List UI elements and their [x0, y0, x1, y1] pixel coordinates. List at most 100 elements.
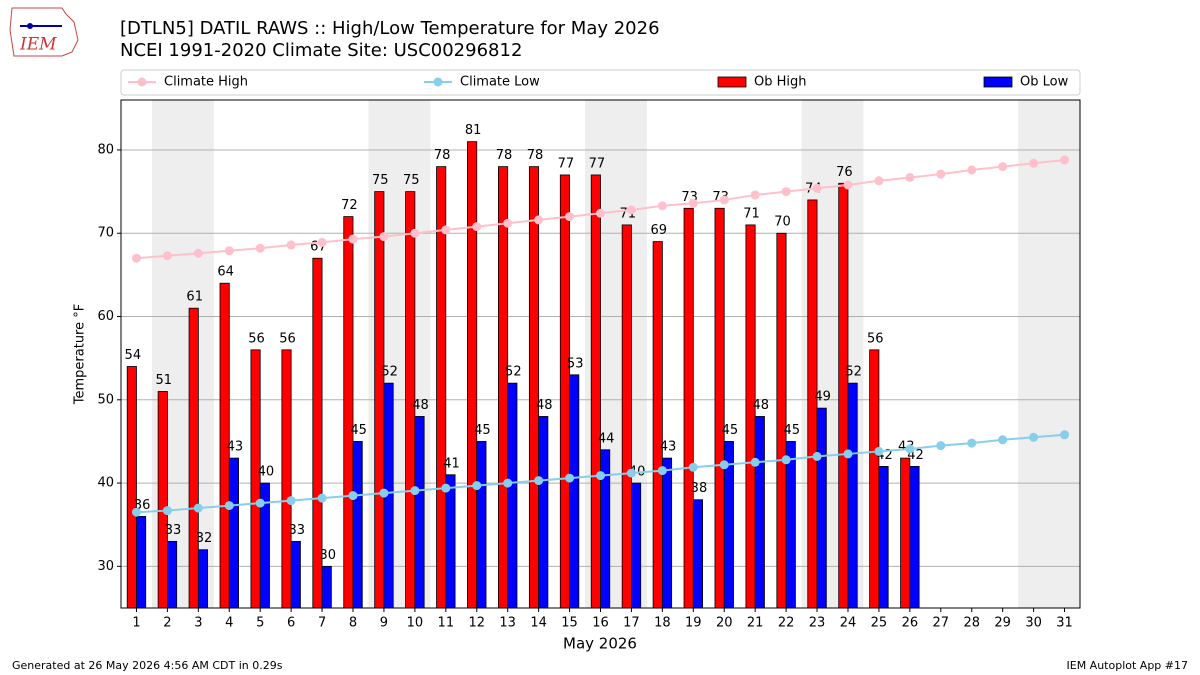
x-tick-label: 22	[778, 616, 795, 631]
x-tick-label: 13	[499, 616, 516, 631]
bar	[476, 441, 487, 609]
point	[750, 190, 760, 200]
weekend-band	[1018, 100, 1080, 608]
bar	[816, 407, 827, 609]
value-label: 48	[753, 398, 770, 413]
bar	[157, 391, 168, 609]
value-label: 33	[289, 523, 306, 538]
value-label: 70	[774, 215, 791, 230]
bar	[136, 515, 147, 609]
bar	[507, 382, 518, 609]
x-tick-label: 25	[871, 616, 888, 631]
x-axis-label: May 2026	[563, 635, 637, 653]
legend-swatch	[983, 76, 1013, 88]
bar	[714, 207, 725, 609]
value-label: 30	[319, 548, 336, 563]
point	[1029, 158, 1039, 168]
value-label: 45	[722, 423, 739, 438]
point	[905, 444, 915, 454]
point	[719, 460, 729, 470]
point	[379, 488, 389, 498]
x-tick-label: 7	[318, 616, 326, 631]
x-tick-label: 2	[163, 616, 171, 631]
x-tick-label: 30	[1025, 616, 1042, 631]
bar	[785, 441, 796, 609]
point	[286, 496, 296, 506]
point	[626, 468, 636, 478]
legend-label: Ob High	[754, 75, 807, 90]
value-label: 45	[350, 423, 367, 438]
y-axis-label: Temperature °F	[73, 304, 88, 405]
chart-title: [DTLN5] DATIL RAWS :: High/Low Temperatu…	[120, 18, 660, 39]
bar	[754, 416, 765, 609]
x-tick-label: 14	[530, 616, 547, 631]
value-label: 43	[660, 440, 677, 455]
point	[162, 506, 172, 516]
point	[719, 195, 729, 205]
point	[812, 183, 822, 193]
bar	[900, 457, 911, 609]
y-tick-label: 70	[97, 226, 114, 241]
point	[193, 248, 203, 258]
bar	[745, 224, 756, 609]
point	[967, 165, 977, 175]
legend-label: Climate Low	[460, 75, 540, 90]
point	[596, 208, 605, 218]
x-tick-label: 12	[468, 616, 485, 631]
value-label: 78	[496, 148, 513, 163]
point	[286, 240, 296, 250]
point	[596, 471, 605, 481]
bar	[352, 441, 363, 609]
logo-text: IEM	[19, 35, 57, 55]
bar	[538, 416, 549, 609]
bar	[569, 374, 580, 609]
value-label: 77	[558, 156, 575, 171]
point	[843, 449, 853, 459]
value-label: 76	[836, 165, 853, 180]
point	[1060, 155, 1070, 165]
bar	[692, 499, 703, 609]
point	[936, 441, 946, 451]
bar	[467, 141, 478, 609]
footer-left: Generated at 26 May 2026 4:56 AM CDT in …	[12, 659, 283, 672]
value-label: 78	[434, 148, 451, 163]
bar	[621, 224, 632, 609]
y-tick-label: 30	[97, 559, 114, 574]
bar	[847, 382, 858, 609]
point	[626, 205, 636, 215]
value-label: 71	[743, 206, 760, 221]
x-tick-label: 17	[623, 616, 640, 631]
plot-frame	[120, 99, 1081, 609]
x-tick-label: 9	[380, 616, 388, 631]
value-label: 56	[279, 331, 296, 346]
value-label: 81	[465, 123, 482, 138]
bar	[631, 482, 642, 609]
y-tick-label: 40	[97, 476, 114, 491]
bar	[281, 349, 292, 609]
value-label: 64	[217, 265, 234, 280]
point	[750, 457, 760, 467]
point	[781, 187, 791, 197]
bar	[498, 166, 509, 609]
bar	[683, 207, 694, 609]
value-label: 38	[691, 481, 708, 496]
x-tick-label: 19	[685, 616, 702, 631]
bar	[838, 182, 849, 609]
value-label: 43	[227, 440, 244, 455]
bar	[652, 241, 663, 609]
bar	[228, 457, 239, 609]
x-tick-label: 11	[438, 616, 455, 631]
x-tick-label: 27	[933, 616, 950, 631]
point	[998, 162, 1008, 172]
point	[224, 246, 234, 256]
value-label: 48	[536, 398, 553, 413]
point	[565, 473, 575, 483]
x-tick-label: 28	[963, 616, 980, 631]
footer-right: IEM Autoplot App #17	[1067, 659, 1189, 672]
point	[1060, 430, 1070, 440]
bar	[188, 307, 199, 609]
bar	[445, 474, 456, 609]
point	[688, 198, 698, 208]
point	[688, 462, 698, 472]
x-tick-label: 18	[654, 616, 671, 631]
